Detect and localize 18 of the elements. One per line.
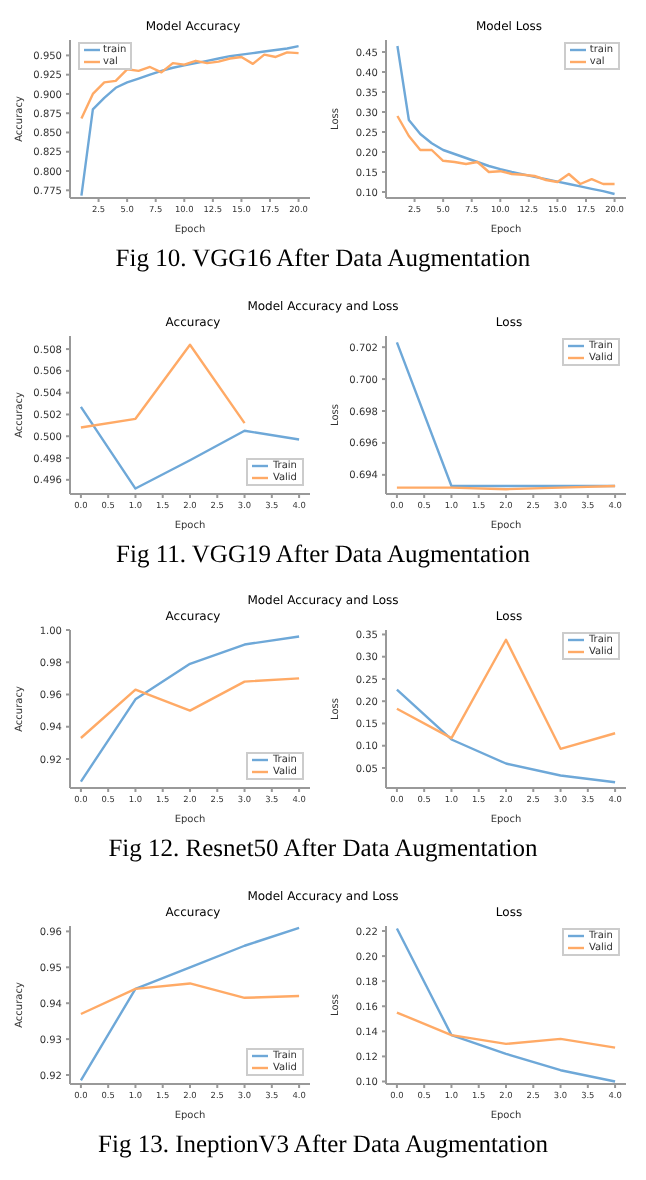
line-series: [395, 114, 615, 186]
caption: Fig 13. IneptionV3 After Data Augmentation: [98, 1129, 548, 1159]
caption: Fig 10. VGG16 After Data Augmentation: [115, 244, 531, 274]
line-series: [394, 638, 616, 751]
caption: Fig 12. Resnet50 After Data Augmentation: [108, 834, 538, 864]
caption: Fig 11. VGG19 After Data Augmentation: [116, 539, 530, 569]
line-series: [79, 51, 299, 120]
line-series: [395, 44, 615, 196]
line-series: [78, 925, 300, 1081]
line-series: [78, 981, 300, 1015]
line-series: [78, 342, 245, 428]
line-series: [79, 44, 299, 197]
line-series: [394, 926, 616, 1082]
line-series: [78, 635, 300, 783]
line-series: [394, 1010, 616, 1048]
line-series: [78, 677, 300, 740]
line-series: [394, 688, 616, 784]
line-series: [78, 404, 300, 489]
